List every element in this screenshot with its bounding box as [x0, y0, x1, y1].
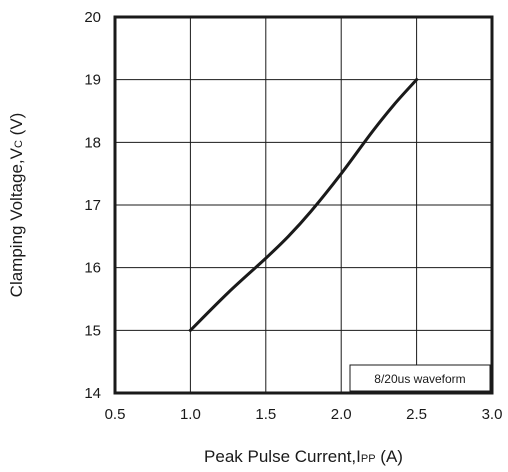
y-axis-label-main: Clamping Voltage,V	[7, 147, 26, 297]
y-tick-label: 17	[84, 197, 101, 214]
x-tick-label: 1.5	[255, 406, 276, 423]
y-axis-label: Clamping Voltage,VC (V)	[7, 113, 26, 298]
x-tick-label: 2.0	[331, 406, 352, 423]
x-axis-label: Peak Pulse Current,IPP (A)	[204, 447, 403, 466]
y-tick-label: 18	[84, 134, 101, 151]
x-tick-label: 0.5	[105, 406, 126, 423]
y-axis-label-subscript: C	[13, 140, 25, 148]
annotation-box: 8/20us waveform	[349, 364, 491, 392]
plot-frame	[113, 15, 494, 395]
x-tick-label: 2.5	[406, 406, 427, 423]
y-axis-label-unit: (V)	[7, 113, 26, 140]
series-line	[188, 77, 419, 333]
y-tick-label: 15	[84, 322, 101, 339]
x-axis-label-unit: (A)	[376, 447, 403, 466]
series-group	[188, 77, 419, 333]
annotation-text: 8/20us waveform	[374, 372, 465, 386]
annotation-box-border	[349, 364, 491, 392]
y-tick-label: 16	[84, 260, 101, 277]
axis-ticks: 0.5 1.0 1.5 2.0 2.5 3.0 14 15 16 17 18 19 20	[84, 9, 502, 423]
x-tick-label: 3.0	[482, 406, 503, 423]
y-tick-label: 20	[84, 9, 101, 26]
y-tick-label: 19	[84, 72, 101, 89]
x-axis-label-main: Peak Pulse Current,I	[204, 447, 361, 466]
x-tick-label: 1.0	[180, 406, 201, 423]
x-axis-label-subscript: PP	[361, 453, 376, 465]
y-tick-label: 14	[84, 385, 101, 402]
grid-lines	[115, 17, 492, 393]
